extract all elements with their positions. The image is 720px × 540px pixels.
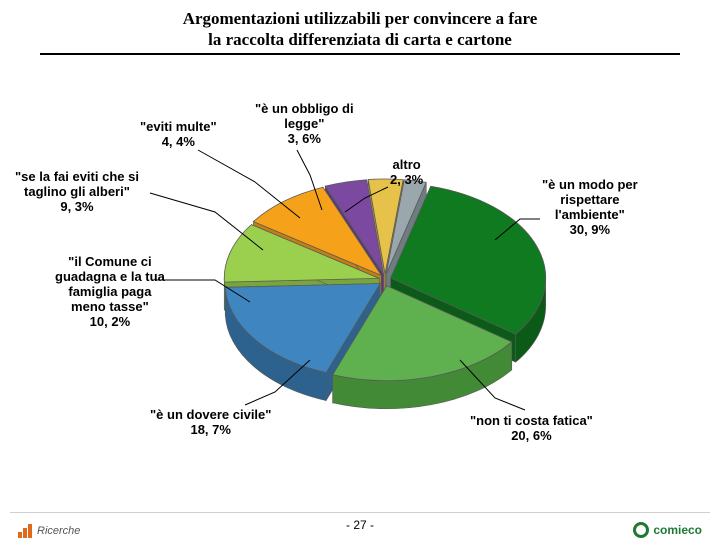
slice-label-altro: altro 2, 3%	[390, 158, 423, 188]
logo-right-text: comieco	[653, 523, 702, 537]
slice-label-tasse: "il Comune ci guadagna e la tua famiglia…	[55, 255, 165, 330]
ring-icon	[633, 522, 649, 538]
title-bar: Argomentazioni utilizzabili per convince…	[0, 8, 720, 51]
logo-right: comieco	[633, 522, 702, 538]
page-number: - 27 -	[0, 518, 720, 532]
bars-icon	[18, 524, 33, 538]
logo-left: Ricerche	[18, 524, 80, 538]
footer-line	[10, 512, 710, 513]
title-line-1: Argomentazioni utilizzabili per convince…	[183, 9, 538, 28]
title-line-2: la raccolta differenziata di carta e car…	[208, 30, 512, 49]
logo-left-text: Ricerche	[37, 525, 80, 537]
footer: - 27 - Ricerche comieco	[0, 512, 720, 540]
slice-label-legge: "è un obbligo di legge" 3, 6%	[255, 102, 354, 147]
slice-label-fatica: "non ti costa fatica" 20, 6%	[470, 414, 593, 444]
slice-label-alberi: "se la fai eviti che si taglino gli albe…	[15, 170, 139, 215]
slice-label-ambiente: "è un modo per rispettare l'ambiente" 30…	[542, 178, 638, 238]
title-underline	[40, 53, 680, 55]
slice-label-multe: "eviti multe" 4, 4%	[140, 120, 217, 150]
chart-title: Argomentazioni utilizzabili per convince…	[183, 8, 538, 51]
chart-area: "è un modo per rispettare l'ambiente" 30…	[0, 70, 720, 490]
slice-label-civile: "è un dovere civile" 18, 7%	[150, 408, 271, 438]
